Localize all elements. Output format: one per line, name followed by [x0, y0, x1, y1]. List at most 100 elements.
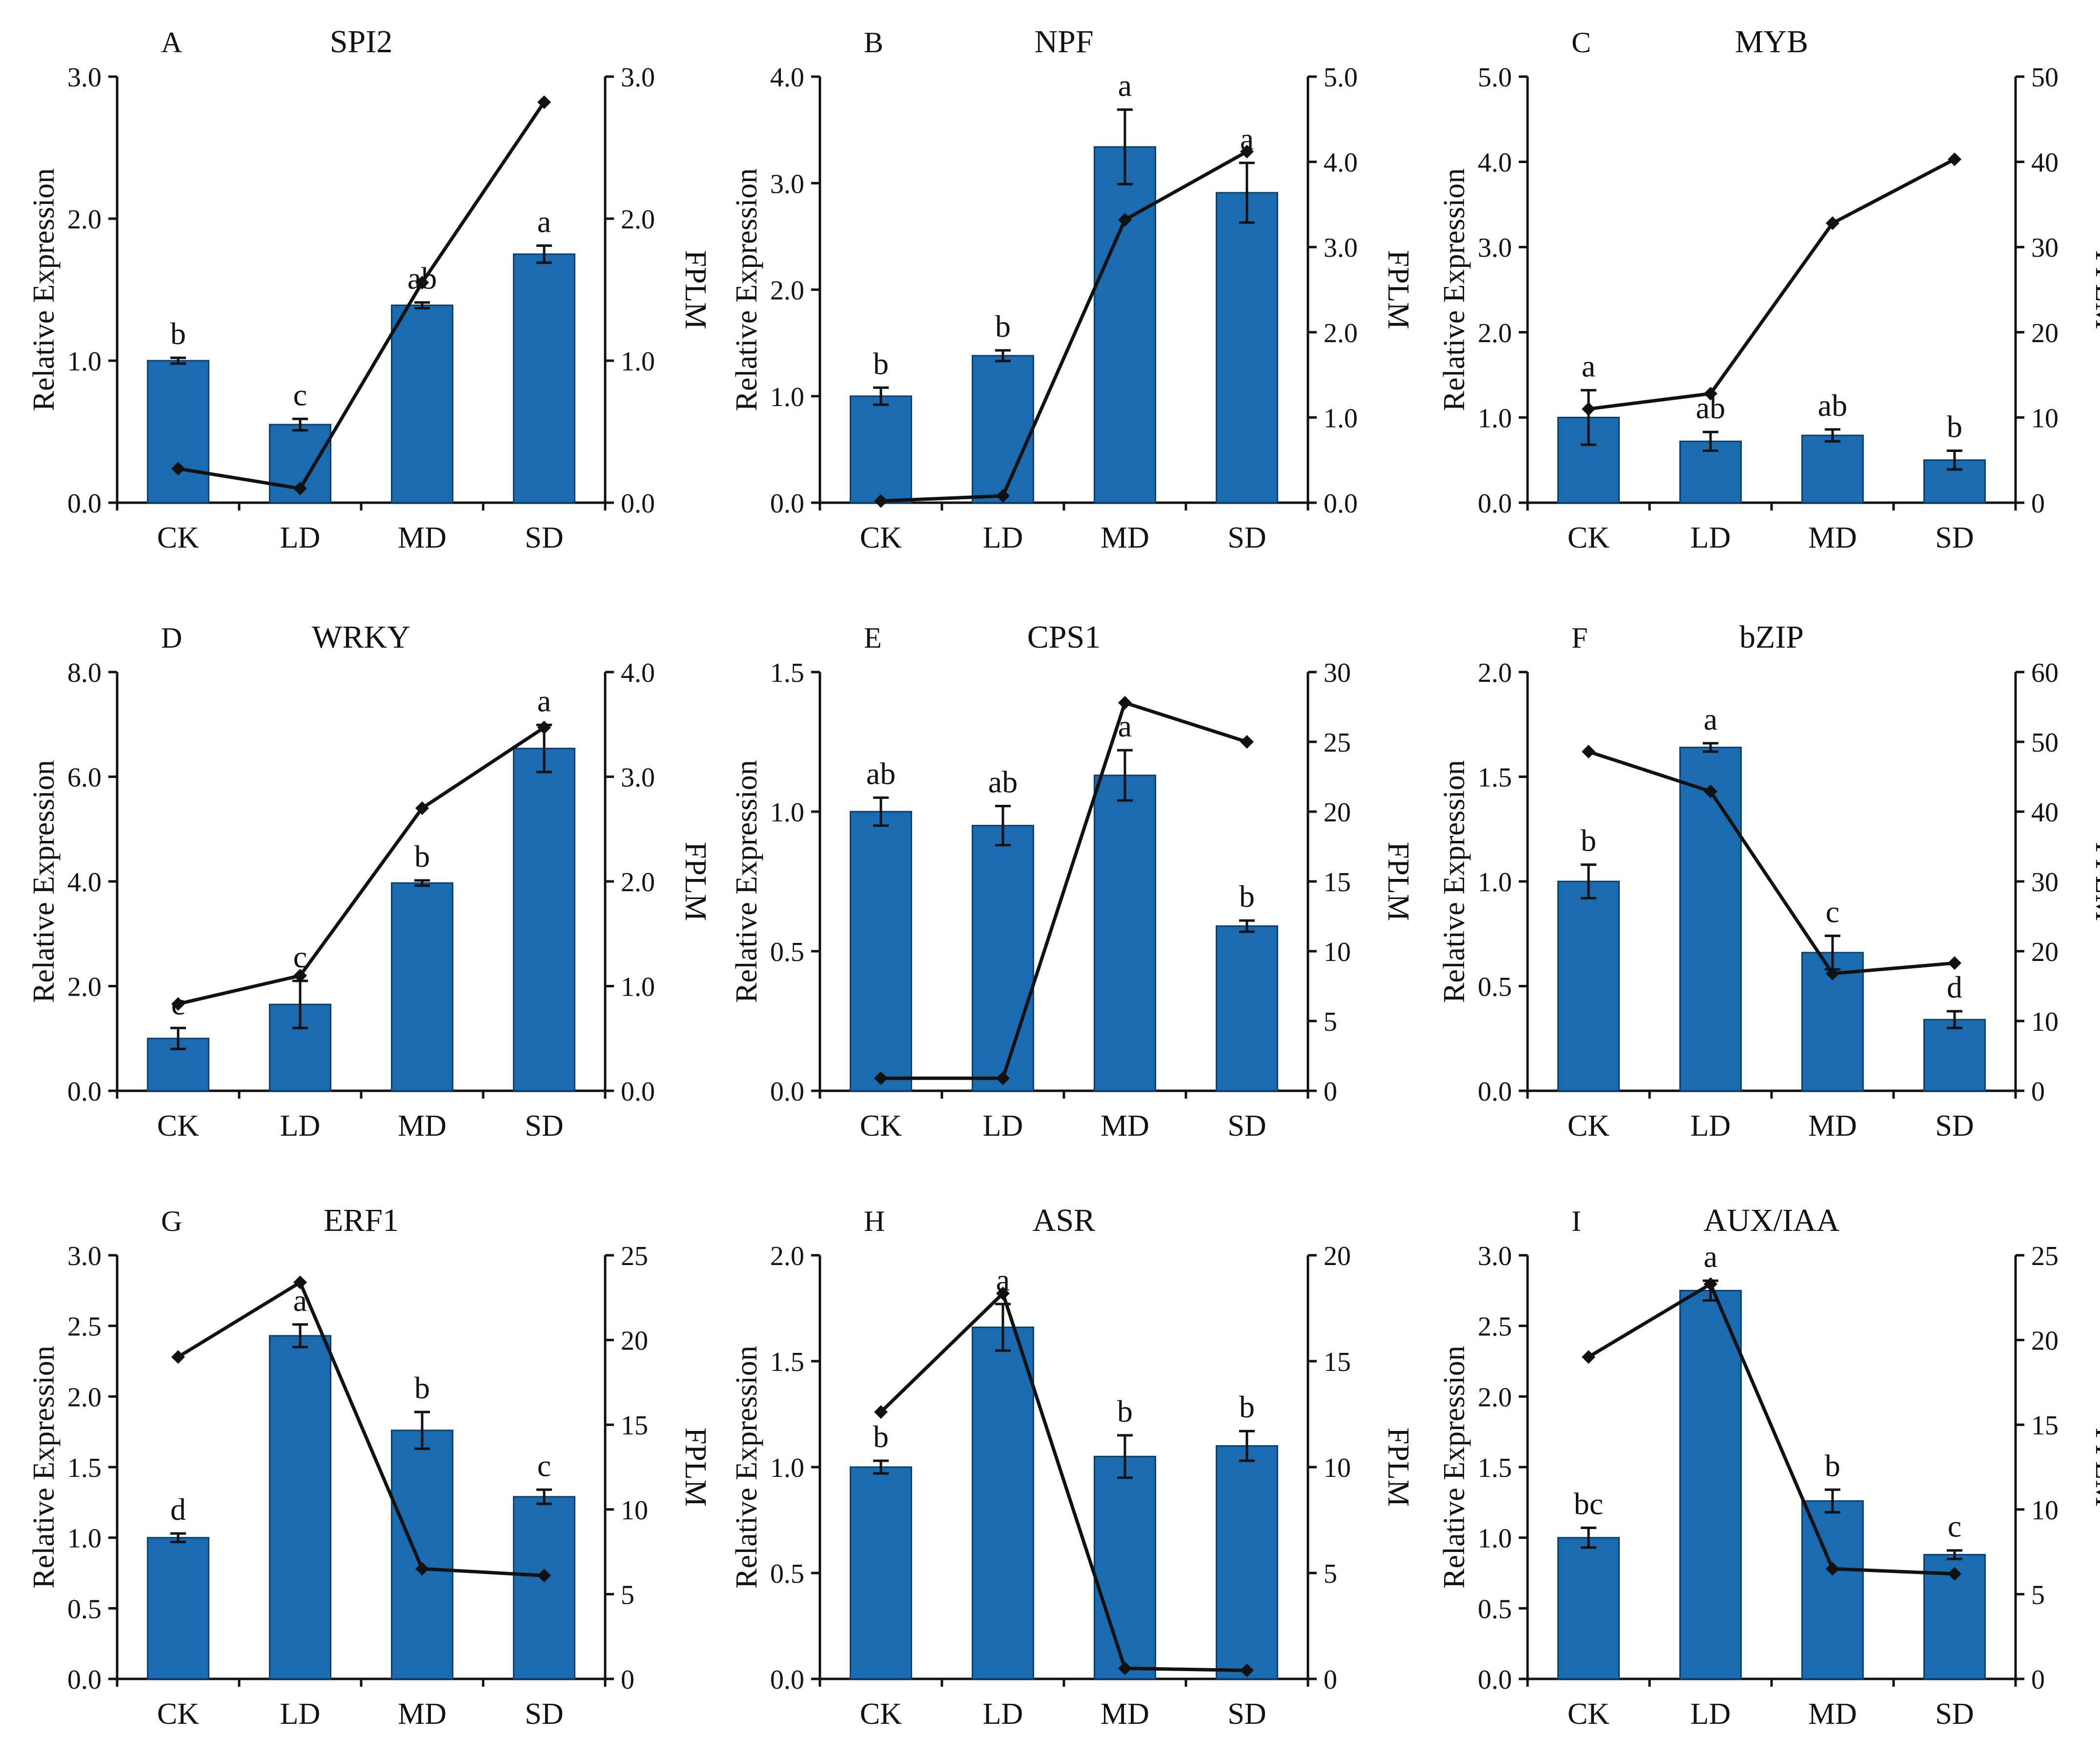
right-tick-label: 3.0: [621, 62, 655, 93]
panel-letter: B: [864, 26, 883, 59]
significance-letter: d: [170, 1492, 186, 1527]
significance-letter: c: [1948, 1509, 1961, 1544]
significance-letter: b: [995, 309, 1011, 344]
fplm-line: [1588, 750, 1955, 976]
right-tick-label: 20: [621, 1326, 648, 1356]
bar-ck: [1557, 880, 1620, 1092]
fplm-point-md: [415, 275, 429, 289]
right-tick-label: 1.0: [621, 972, 655, 1002]
left-tick-label: 0.0: [67, 489, 102, 519]
panel-title: NPF: [1034, 24, 1093, 60]
left-tick-label: 1.5: [770, 658, 804, 688]
x-tick-label-ld: LD: [1691, 1697, 1731, 1731]
right-tick-label: 20: [1324, 797, 1351, 828]
significance-letter: a: [1118, 68, 1132, 103]
panel-letter: A: [161, 26, 182, 59]
fplm-point-sd: [1948, 152, 1961, 166]
right-tick-label: 0.0: [621, 489, 655, 519]
bar-md: [1801, 1500, 1864, 1680]
significance-letter: a: [537, 683, 551, 718]
significance-letter: ab: [408, 261, 437, 296]
left-tick-label: 2.0: [770, 276, 804, 306]
left-tick-label: 1.0: [770, 1453, 804, 1483]
right-tick-label: 25: [2031, 1241, 2059, 1271]
right-tick-label: 20: [2031, 1326, 2059, 1356]
left-tick-label: 0.5: [67, 1594, 102, 1624]
x-tick-label-ld: LD: [280, 1109, 321, 1143]
left-tick-label: 8.0: [67, 658, 102, 688]
right-tick-label: 50: [2031, 62, 2059, 93]
left-tick-label: 0.0: [67, 1665, 102, 1695]
x-tick-label-ck: CK: [157, 521, 199, 554]
right-tick-label: 20: [2031, 318, 2059, 348]
right-tick-label: 5.0: [1324, 62, 1358, 93]
fplm-point-ld: [293, 481, 307, 495]
left-tick-label: 1.0: [770, 382, 804, 412]
fplm-point-ck: [1582, 745, 1595, 759]
left-axis-title: Relative Expression: [1438, 760, 1471, 1003]
right-axis-title: FPLM: [2089, 1428, 2100, 1507]
fplm-point-sd: [1240, 1663, 1254, 1677]
fplm-point-sd: [1240, 735, 1254, 749]
fplm-point-sd: [1240, 144, 1254, 159]
right-tick-label: 40: [2031, 797, 2059, 828]
bar-ck: [147, 360, 209, 504]
right-axis-title: FPLM: [1382, 1428, 1415, 1507]
left-tick-label: 1.0: [770, 797, 804, 828]
fplm-point-ck: [171, 1350, 185, 1364]
x-tick-label-ck: CK: [860, 1697, 902, 1731]
right-axis-title: FPLM: [679, 842, 712, 921]
bar-sd: [1923, 1019, 1986, 1092]
bar-ck: [1557, 1537, 1620, 1680]
panel-letter: H: [864, 1205, 885, 1237]
left-tick-label: 4.0: [1478, 148, 1512, 178]
left-tick-label: 2.0: [67, 1382, 102, 1412]
fplm-line: [178, 101, 546, 490]
panel-title: AUX/IAA: [1704, 1203, 1840, 1238]
left-tick-label: 2.5: [67, 1312, 102, 1342]
fplm-point-ld: [1704, 1277, 1717, 1291]
x-tick-label-sd: SD: [1227, 1109, 1266, 1143]
right-tick-label: 30: [2031, 233, 2059, 263]
right-tick-label: 10: [1324, 1453, 1351, 1483]
x-tick-label-sd: SD: [525, 521, 563, 554]
fplm-point-ck: [1582, 1350, 1595, 1364]
fplm-point-ld: [1704, 784, 1717, 798]
x-tick-label-ld: LD: [983, 521, 1023, 554]
x-tick-label-ld: LD: [1691, 1109, 1731, 1143]
panel-title: MYB: [1735, 24, 1808, 60]
fplm-line: [879, 1290, 1247, 1673]
x-tick-label-ld: LD: [280, 1697, 321, 1731]
right-tick-label: 20: [1324, 1241, 1351, 1271]
fplm-point-sd: [1948, 956, 1961, 970]
x-tick-label-ck: CK: [1568, 1109, 1610, 1143]
right-tick-label: 15: [1324, 867, 1351, 898]
fplm-point-ck: [1582, 402, 1595, 416]
chart-panel-g: 0.0 0.5 1.0 1.5 2.0 2.5 3.0 0 5 10 15 20 25 CK LD MD SD d…: [27, 1203, 712, 1731]
significance-letter: a: [293, 1283, 307, 1318]
left-tick-label: 3.0: [1478, 233, 1512, 263]
x-tick-label-ck: CK: [157, 1109, 199, 1143]
x-tick-label-ld: LD: [1691, 521, 1731, 554]
panel-title: WRKY: [312, 619, 410, 655]
right-tick-label: 3.0: [621, 763, 655, 793]
left-tick-label: 0.0: [1478, 1665, 1512, 1695]
left-tick-label: 2.0: [1478, 318, 1512, 348]
panel-title: bZIP: [1739, 619, 1804, 655]
chart-panel-a: 0.0 1.0 2.0 3.0 0.0 1.0 2.0 3.0 CK LD MD SD b c ab a A SP…: [27, 24, 712, 554]
left-axis-title: Relative Expression: [27, 1346, 61, 1589]
right-tick-label: 30: [2031, 867, 2059, 898]
panel-title: CPS1: [1027, 619, 1101, 655]
right-axis-title: FPLM: [1382, 250, 1415, 329]
left-tick-label: 0.5: [1478, 1594, 1512, 1624]
chart-panel-i: 0.0 0.5 1.0 1.5 2.0 2.5 3.0 0 5 10 15 20 25 CK LD MD SD b…: [1438, 1203, 2100, 1731]
left-tick-label: 0.0: [770, 1077, 804, 1107]
left-tick-label: 2.0: [770, 1241, 804, 1271]
fplm-point-sd: [537, 95, 551, 109]
significance-letter: b: [873, 346, 889, 381]
right-tick-label: 2.0: [1324, 318, 1358, 348]
left-tick-label: 1.0: [1478, 1524, 1512, 1554]
significance-letter: b: [1581, 823, 1596, 858]
left-tick-label: 2.5: [1478, 1312, 1512, 1342]
bar-md: [1094, 146, 1156, 504]
